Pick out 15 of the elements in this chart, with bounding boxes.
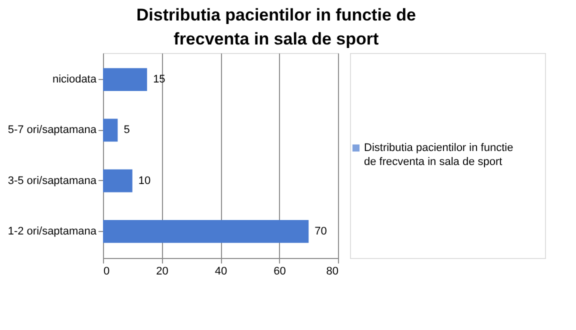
y-tick-label: 5-7 ori/saptamana (8, 124, 98, 136)
x-tick-label: 0 (104, 266, 110, 278)
data-label: 10 (138, 174, 151, 187)
x-tick-label: 80 (326, 266, 338, 278)
data-label: 70 (314, 225, 327, 238)
data-label: 5 (124, 124, 130, 136)
chart-title: Distributia pacientilor in functie de frecventa in sala de sport (136, 6, 416, 48)
y-tick-label: niciodata (52, 74, 98, 86)
x-tick-label: 60 (274, 266, 286, 278)
y-tick-label: 3-5 ori/saptamana (8, 174, 98, 187)
legend-label: Distributia pacientilor in functie de frecventa in sala de sport (364, 142, 514, 168)
x-tick-label: 40 (214, 266, 228, 278)
data-label: 15 (153, 74, 166, 86)
x-tick-label: 20 (156, 266, 168, 278)
y-tick-label: 1-2 ori/saptamana (8, 225, 98, 238)
